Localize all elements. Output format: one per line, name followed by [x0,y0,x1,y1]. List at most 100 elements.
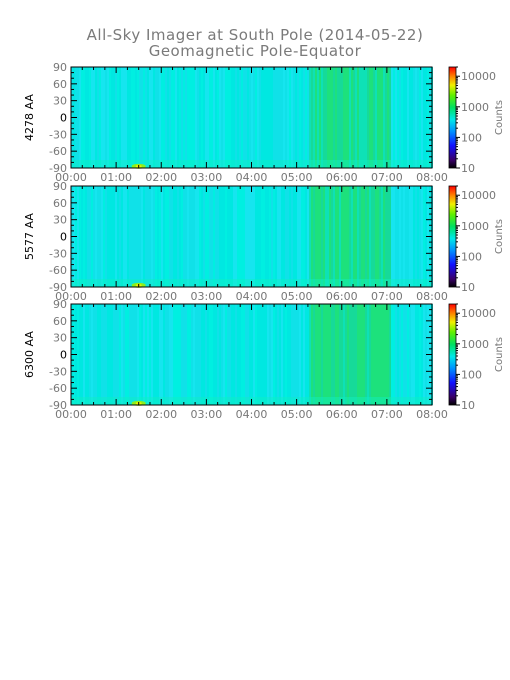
heatmap-column [147,186,149,287]
heatmap-column [105,67,107,168]
heatmap-column [109,67,111,168]
heatmap-column [205,67,207,168]
heatmap-column [165,67,167,168]
x-tick-label: 05:00 [281,408,313,421]
heatmap-column [407,186,409,287]
heatmap-column [159,67,161,168]
heatmap-column [311,186,313,287]
heatmap-column [167,67,169,168]
heatmap-column [411,186,413,287]
heatmap-column [423,304,425,405]
heatmap-column [315,186,317,287]
heatmap-column [101,304,103,405]
heatmap-column [335,186,337,287]
heatmap-column [333,186,335,287]
heatmap-column [273,186,275,287]
heatmap-column [337,186,339,287]
heatmap-column [157,186,159,287]
heatmap-column [305,304,307,405]
heatmap-column [351,186,353,287]
colorbar-tick-label: 1000 [461,220,489,233]
heatmap-column [405,186,407,287]
heatmap-column [265,186,267,287]
heatmap-column [353,186,355,287]
heatmap-column [307,186,309,287]
heatmap-column [359,304,361,405]
heatmap-column [195,186,197,287]
heatmap-column [209,186,211,287]
heatmap-column [311,67,313,168]
heatmap-column [301,304,303,405]
heatmap-column [363,186,365,287]
heatmap-column [231,67,233,168]
heatmap-column [113,304,115,405]
heatmap-column [279,67,281,168]
heatmap-column [347,67,349,168]
heatmap-column [185,304,187,405]
heatmap-column [165,304,167,405]
heatmap-column [327,304,329,405]
heatmap-column [235,67,237,168]
heatmap-column [353,304,355,405]
heatmap-column [301,186,303,287]
heatmap-column [155,304,157,405]
heatmap-column [385,304,387,405]
heatmap-column [141,67,143,168]
heatmap-column [141,186,143,287]
heatmap-column [329,304,331,405]
heatmap-column [323,186,325,287]
x-tick-label: 08:00 [416,408,448,421]
heatmap-column [373,186,375,287]
heatmap-column [103,186,105,287]
heatmap-column [289,67,291,168]
heatmap-column [249,304,251,405]
heatmap-column [205,186,207,287]
heatmap-column [403,304,405,405]
heatmap-column [151,186,153,287]
heatmap-column [305,186,307,287]
y-tick-label: -30 [49,365,67,378]
heatmap-column [161,67,163,168]
heatmap-column [285,67,287,168]
y-tick-label: 60 [53,197,67,210]
heatmap-column [223,304,225,405]
heatmap-column [225,186,227,287]
heatmap-column [401,304,403,405]
heatmap-column [133,304,135,405]
heatmap-column [279,186,281,287]
heatmap-column [283,304,285,405]
heatmap-column [169,186,171,287]
heatmap-column [177,67,179,168]
heatmap-column [229,67,231,168]
heatmap-column [91,186,93,287]
y-tick-label: 90 [53,61,67,74]
heatmap-column [321,67,323,168]
heatmap-column [287,67,289,168]
heatmap-column [251,186,253,287]
heatmap-column [147,304,149,405]
heatmap-column [357,186,359,287]
x-tick-label: 02:00 [145,408,177,421]
heatmap-column [335,304,337,405]
heatmap-column [151,67,153,168]
heatmap-column [157,67,159,168]
heatmap-column [189,304,191,405]
heatmap-column [103,304,105,405]
heatmap-column [217,67,219,168]
heatmap-column [297,67,299,168]
heatmap-column [299,67,301,168]
heatmap-column [293,67,295,168]
heatmap-column [267,186,269,287]
heatmap-column [217,304,219,405]
heatmap-column [113,186,115,287]
heatmap-column [423,67,425,168]
heatmap-column [173,304,175,405]
heatmap-column [357,67,359,168]
colorbar-tick-label: 100 [461,368,482,381]
heatmap-column [87,304,89,405]
heatmap-column [351,67,353,168]
x-tick-label: 03:00 [191,290,223,303]
heatmap-column [243,67,245,168]
heatmap-column [417,67,419,168]
